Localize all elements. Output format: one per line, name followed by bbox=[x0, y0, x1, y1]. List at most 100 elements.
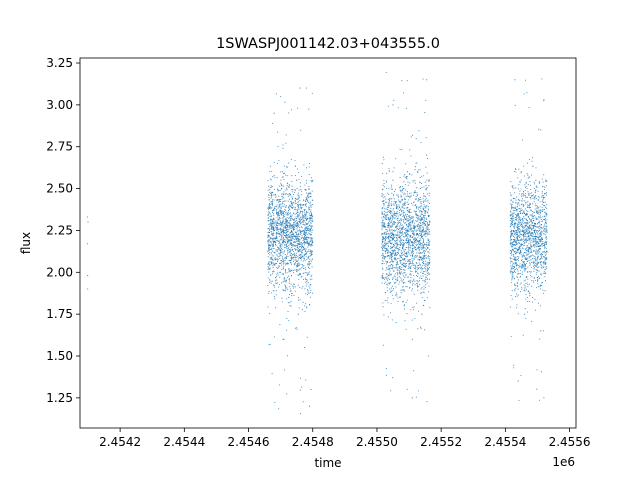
data-point bbox=[517, 251, 519, 254]
data-point bbox=[410, 253, 412, 255]
data-point bbox=[409, 274, 411, 276]
data-point bbox=[381, 245, 384, 247]
data-point bbox=[420, 271, 422, 273]
data-point bbox=[287, 225, 289, 227]
data-point bbox=[278, 228, 280, 230]
data-point bbox=[533, 243, 535, 245]
data-point bbox=[397, 297, 399, 299]
data-point bbox=[383, 205, 385, 207]
data-point bbox=[427, 265, 429, 267]
data-point bbox=[280, 259, 282, 262]
data-point bbox=[510, 233, 512, 235]
data-point bbox=[397, 264, 399, 266]
data-point bbox=[512, 216, 514, 218]
data-point bbox=[422, 223, 424, 225]
data-point bbox=[385, 368, 387, 370]
data-point bbox=[292, 257, 294, 259]
data-point bbox=[541, 224, 543, 226]
data-point bbox=[401, 269, 403, 271]
data-point bbox=[388, 268, 390, 270]
data-point bbox=[526, 249, 528, 251]
data-point bbox=[291, 259, 293, 261]
data-point bbox=[294, 290, 296, 292]
data-point bbox=[268, 271, 270, 273]
data-point bbox=[412, 230, 414, 232]
data-point bbox=[291, 203, 294, 205]
data-point bbox=[420, 237, 422, 239]
data-point bbox=[382, 224, 384, 226]
data-point bbox=[309, 211, 312, 213]
data-point bbox=[277, 265, 279, 267]
data-point bbox=[404, 320, 406, 322]
data-point bbox=[386, 260, 388, 263]
data-point bbox=[283, 214, 285, 216]
data-point bbox=[300, 203, 302, 205]
data-point bbox=[272, 289, 274, 292]
data-point bbox=[273, 237, 275, 239]
data-point bbox=[292, 235, 294, 237]
data-point bbox=[278, 210, 280, 213]
data-point bbox=[417, 242, 419, 244]
data-point bbox=[407, 235, 409, 237]
data-point bbox=[525, 181, 527, 183]
data-point bbox=[404, 218, 406, 220]
data-point bbox=[308, 250, 310, 252]
data-point bbox=[303, 215, 305, 217]
data-point bbox=[271, 233, 273, 236]
data-point bbox=[397, 107, 399, 109]
data-point bbox=[409, 149, 411, 151]
data-point bbox=[297, 241, 299, 243]
data-point bbox=[306, 252, 308, 255]
data-point bbox=[533, 239, 535, 242]
data-point bbox=[281, 234, 283, 236]
data-point bbox=[403, 308, 406, 310]
data-point bbox=[399, 187, 401, 189]
data-point bbox=[298, 250, 300, 252]
data-point bbox=[307, 291, 309, 293]
data-point bbox=[393, 204, 395, 206]
data-point bbox=[524, 241, 526, 243]
data-point bbox=[534, 198, 536, 200]
data-point bbox=[305, 213, 307, 215]
data-point bbox=[428, 224, 430, 226]
data-point bbox=[528, 216, 530, 218]
data-point bbox=[521, 195, 523, 197]
data-point bbox=[511, 234, 513, 236]
data-point bbox=[516, 210, 518, 212]
data-point bbox=[282, 229, 284, 231]
data-point bbox=[290, 305, 292, 307]
data-point bbox=[532, 215, 534, 217]
data-point bbox=[425, 187, 427, 189]
data-point bbox=[536, 251, 538, 253]
data-point bbox=[535, 203, 537, 205]
data-point bbox=[422, 280, 424, 282]
data-point bbox=[271, 233, 273, 235]
data-point bbox=[398, 270, 401, 272]
data-point bbox=[524, 232, 527, 234]
data-point bbox=[272, 234, 274, 236]
data-point bbox=[412, 227, 414, 229]
data-point bbox=[310, 225, 312, 227]
data-point bbox=[420, 226, 422, 228]
data-point bbox=[276, 188, 278, 190]
data-point bbox=[382, 306, 384, 308]
data-point bbox=[409, 246, 411, 248]
data-point bbox=[388, 193, 390, 195]
data-point bbox=[388, 251, 390, 253]
data-point bbox=[304, 212, 306, 214]
data-point bbox=[411, 270, 413, 273]
data-point bbox=[426, 297, 428, 299]
data-point bbox=[516, 233, 518, 235]
data-point bbox=[539, 215, 541, 217]
data-point bbox=[510, 254, 513, 256]
data-point bbox=[527, 283, 529, 286]
data-point bbox=[381, 228, 383, 230]
data-point bbox=[289, 290, 291, 292]
data-point bbox=[275, 205, 277, 207]
data-point bbox=[400, 194, 402, 196]
data-point bbox=[269, 279, 271, 281]
data-point bbox=[415, 213, 417, 215]
data-point bbox=[392, 207, 395, 209]
data-point bbox=[274, 226, 277, 228]
data-point bbox=[422, 209, 424, 211]
